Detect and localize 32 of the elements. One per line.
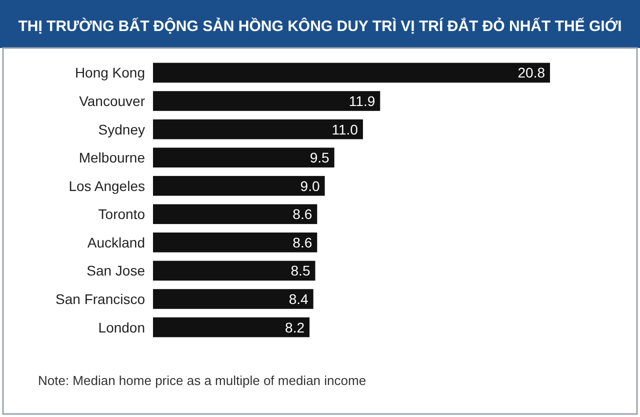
bar (153, 232, 318, 252)
y-tick-label: London (98, 319, 145, 336)
bar (153, 204, 318, 224)
data-label: 8.2 (285, 319, 305, 336)
y-tick-label: San Francisco (56, 290, 146, 307)
y-tick-label: Auckland (87, 234, 145, 250)
y-tick-label: Melbourne (78, 150, 146, 166)
y-tick-label: San Jose (86, 262, 146, 279)
data-label: 20.8 (518, 64, 546, 81)
data-label: 8.6 (292, 234, 312, 250)
y-tick-label: Hong Kong (74, 64, 145, 81)
bar (153, 91, 380, 111)
bar (153, 260, 316, 281)
bar (153, 176, 325, 196)
data-label: 8.6 (292, 206, 312, 222)
bar (153, 119, 363, 140)
y-tick-label: Los Angeles (68, 178, 145, 194)
chart-title: THỊ TRƯỜNG BẤT ĐỘNG SẢN HỒNG KÔNG DUY TRÌ VỊ TRÍ ĐẮT ĐỎ NHẤT THẾ GIỚI (18, 17, 622, 35)
text: Note: Median home price as a multiple of median income (38, 373, 366, 388)
data-label: 11.0 (332, 121, 358, 138)
bar (153, 148, 334, 168)
y-tick-label: Vancouver (79, 93, 146, 110)
data-label: 11.9 (348, 93, 376, 110)
data-label: 8.5 (290, 262, 310, 279)
bar (153, 289, 314, 309)
data-label: 9.0 (300, 178, 320, 194)
y-tick-label: Sydney (98, 121, 145, 138)
bar (153, 62, 550, 83)
data-label: 8.4 (288, 290, 309, 307)
bar (153, 317, 310, 338)
y-tick-label: Toronto (98, 206, 146, 222)
data-label: 9.5 (310, 150, 330, 166)
